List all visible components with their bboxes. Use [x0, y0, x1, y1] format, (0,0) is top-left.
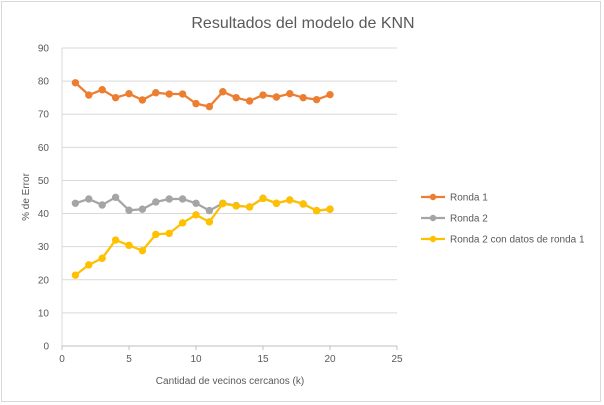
data-point [165, 229, 173, 238]
series-line [74, 197, 331, 277]
data-point [98, 254, 106, 262]
legend-label: Ronda 2 con datos de ronda 1 [450, 235, 585, 246]
data-point [219, 199, 227, 208]
data-point [326, 205, 334, 213]
series-1 [71, 79, 334, 111]
data-point [85, 261, 93, 269]
data-point [152, 198, 160, 206]
data-point [152, 89, 160, 97]
data-point [245, 203, 254, 211]
data-point [152, 230, 160, 239]
data-point [178, 195, 187, 203]
legend-marker [429, 193, 437, 201]
data-point [178, 90, 187, 98]
data-point [299, 200, 307, 208]
y-tick-label: 0 [43, 342, 49, 353]
data-point [192, 211, 200, 219]
data-point [98, 201, 106, 209]
data-point [272, 199, 281, 207]
y-tick-label: 80 [38, 77, 50, 88]
data-point [138, 96, 147, 104]
data-point [232, 202, 240, 210]
y-tick-labels: 0 10 20 30 40 50 60 70 80 90 [38, 44, 50, 353]
data-point [259, 194, 267, 203]
data-point [125, 206, 133, 214]
data-point [138, 246, 147, 255]
x-axis-title: Cantidad de vecinos cercanos (k) [156, 376, 304, 387]
axes [61, 48, 398, 350]
y-tick-label: 50 [38, 176, 50, 187]
data-point [85, 195, 93, 203]
y-tick-label: 40 [38, 209, 50, 220]
data-point [71, 271, 80, 279]
x-tick-label: 15 [257, 354, 269, 365]
data-point [312, 206, 321, 215]
x-tick-label: 5 [126, 354, 132, 365]
data-point [138, 205, 147, 213]
data-point [286, 196, 294, 204]
data-point [192, 199, 200, 207]
legend-label: Ronda 2 [450, 214, 488, 225]
data-point [232, 93, 240, 102]
x-tick-label: 20 [324, 354, 336, 365]
data-point [85, 91, 93, 99]
series-3 [71, 194, 334, 279]
gridlines [62, 47, 397, 314]
y-tick-label: 30 [38, 242, 50, 253]
data-point [192, 99, 200, 108]
data-point [205, 218, 214, 226]
y-tick-label: 70 [38, 110, 50, 121]
data-point [125, 89, 133, 98]
legend-marker [429, 235, 437, 243]
x-tick-label: 10 [190, 354, 202, 365]
data-point [178, 219, 187, 227]
y-axis-title: % de Error [21, 172, 32, 220]
series-2 [71, 193, 334, 215]
data-point [326, 90, 334, 99]
x-tick-label: 25 [391, 354, 403, 365]
data-point [71, 79, 80, 87]
data-point [111, 93, 120, 102]
legend-label: Ronda 1 [450, 193, 488, 204]
y-tick-label: 10 [38, 308, 50, 319]
data-point [299, 93, 307, 102]
data-point [71, 199, 80, 207]
data-point [205, 206, 214, 215]
x-tick-labels: 0 5 10 15 20 25 [59, 354, 403, 365]
data-point [165, 195, 173, 203]
data-point [219, 88, 227, 96]
data-point [286, 89, 294, 98]
data-point [98, 86, 106, 94]
data-point [165, 90, 173, 98]
legend-item: Ronda 1 [421, 193, 488, 204]
legend-item: Ronda 2 [421, 214, 488, 225]
x-tick-label: 0 [59, 354, 65, 365]
legend: Ronda 1 Ronda 2 Ronda 2 con datos de ronda… [421, 193, 585, 246]
data-point [272, 93, 281, 101]
legend-marker [429, 214, 437, 222]
series-group [71, 79, 334, 279]
data-point [259, 91, 267, 99]
data-point [125, 241, 133, 250]
y-tick-label: 60 [38, 143, 50, 154]
data-point [111, 236, 120, 244]
data-point [205, 102, 214, 111]
y-tick-label: 90 [38, 44, 50, 55]
legend-item: Ronda 2 con datos de ronda 1 [421, 235, 585, 246]
y-tick-label: 20 [38, 275, 50, 286]
data-point [111, 193, 120, 202]
data-point [245, 97, 254, 105]
chart-title: Resultados del modelo de KNN [191, 15, 414, 32]
data-point [312, 95, 321, 104]
